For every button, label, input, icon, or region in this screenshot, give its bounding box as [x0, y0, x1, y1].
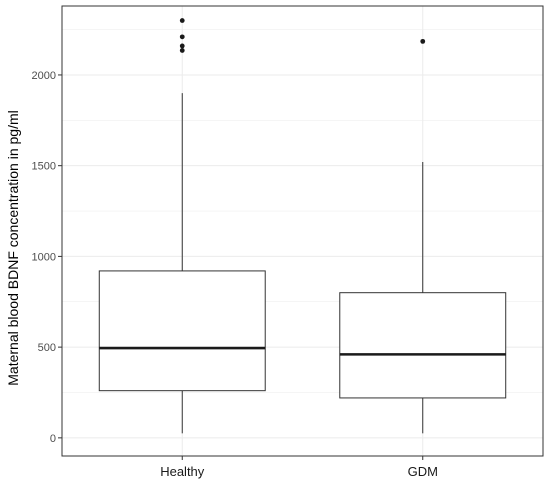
- y-tick-label: 2000: [32, 70, 56, 82]
- y-tick-label: 1000: [32, 251, 56, 263]
- box-gdm: [339, 38, 507, 434]
- box-iqr: [98, 270, 266, 392]
- box-iqr: [339, 292, 507, 399]
- outlier-point: [179, 34, 185, 40]
- y-tick-label: 0: [50, 433, 56, 445]
- outlier-point: [179, 48, 185, 53]
- box-group: [98, 18, 507, 434]
- x-tick-label: GDM: [408, 464, 438, 479]
- outlier-point: [179, 18, 185, 23]
- y-axis-ticks: 0 500 1000 1500 2000: [32, 70, 62, 445]
- x-axis-ticks: Healthy GDM: [160, 456, 438, 479]
- outlier-point: [420, 38, 426, 44]
- y-tick-label: 500: [38, 342, 56, 354]
- box-healthy: [98, 18, 266, 434]
- x-tick-label: Healthy: [160, 464, 205, 479]
- y-tick-label: 1500: [32, 161, 56, 173]
- plot-panel-border: [61, 5, 544, 457]
- y-axis-title: Maternal blood BDNF concentration in pg/…: [5, 110, 21, 385]
- outlier-point: [179, 43, 185, 49]
